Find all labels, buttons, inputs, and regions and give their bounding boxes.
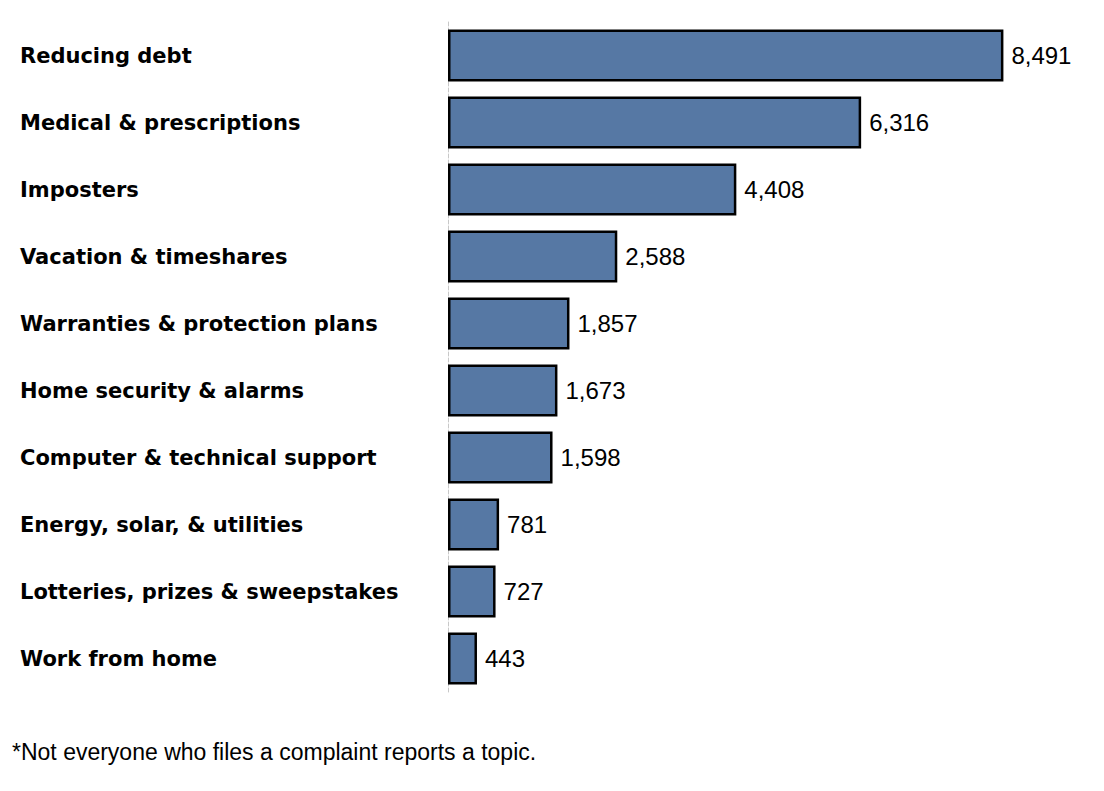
svg-text:1,598: 1,598	[561, 444, 621, 471]
svg-text:Home security & alarms: Home security & alarms	[20, 379, 304, 403]
svg-text:Vacation & timeshares: Vacation & timeshares	[20, 245, 288, 269]
svg-text:Computer & technical support: Computer & technical support	[20, 446, 377, 470]
svg-text:727: 727	[504, 578, 544, 605]
svg-text:443: 443	[485, 645, 525, 672]
svg-text:8,491: 8,491	[1011, 42, 1071, 69]
svg-text:Warranties & protection plans: Warranties & protection plans	[20, 312, 378, 336]
svg-text:Energy, solar, & utilities: Energy, solar, & utilities	[20, 513, 303, 537]
svg-text:Imposters: Imposters	[20, 178, 139, 202]
svg-text:Reducing debt: Reducing debt	[20, 44, 192, 68]
svg-text:6,316: 6,316	[869, 109, 929, 136]
svg-text:781: 781	[507, 511, 547, 538]
svg-text:Lotteries, prizes & sweepstake: Lotteries, prizes & sweepstakes	[20, 580, 398, 604]
svg-text:2,588: 2,588	[625, 243, 685, 270]
svg-text:Medical & prescriptions: Medical & prescriptions	[20, 111, 300, 135]
svg-text:1,857: 1,857	[577, 310, 637, 337]
svg-text:*Not everyone who files a comp: *Not everyone who files a complaint repo…	[12, 739, 536, 765]
svg-text:1,673: 1,673	[565, 377, 625, 404]
svg-text:4,408: 4,408	[744, 176, 804, 203]
svg-text:Work from home: Work from home	[20, 647, 217, 671]
